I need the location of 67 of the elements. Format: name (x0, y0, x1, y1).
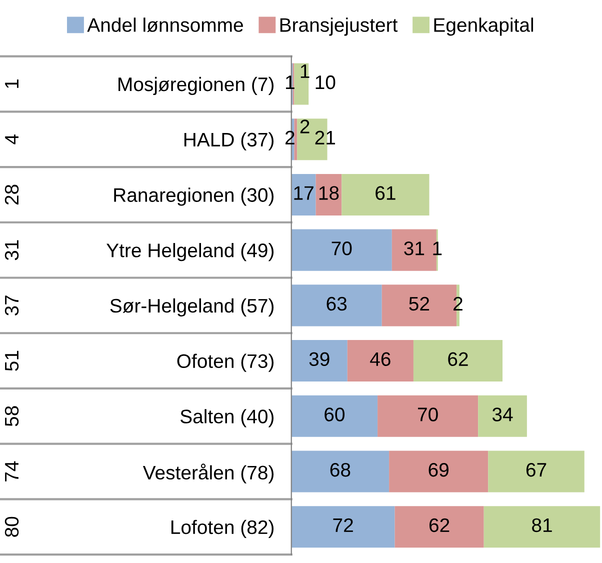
data-label: 69 (428, 462, 448, 477)
data-label: 81 (532, 518, 552, 532)
bar (294, 118, 298, 160)
bar (291, 340, 348, 382)
data-label: 18 (319, 186, 339, 200)
bar (291, 450, 390, 492)
text: 1 (5, 80, 18, 88)
data-label: 1 (433, 242, 442, 256)
data-label: 67 (526, 462, 546, 477)
data-label: 10 (316, 75, 336, 90)
data-label: 70 (418, 408, 438, 422)
bar (291, 284, 382, 326)
data-label: 2 (300, 120, 310, 134)
data-label: 1 (286, 76, 294, 90)
data-label: 17 (294, 186, 314, 200)
data-label: 68 (330, 462, 350, 477)
data-label: 62 (429, 518, 450, 532)
bar (347, 340, 414, 382)
data-label: 63 (326, 296, 347, 311)
data-label: 52 (409, 296, 430, 311)
y-tick-label: Lofoten (82) (171, 520, 274, 538)
legend-label: Egenkapital (434, 18, 534, 36)
data-label: 2 (285, 130, 294, 144)
bar (316, 174, 342, 216)
legend-label: Bransjejustert (280, 18, 398, 36)
y-tick-label: Ofoten (73) (177, 354, 274, 372)
bar (484, 506, 600, 548)
text: 4 (5, 134, 18, 144)
data-label: 1 (300, 64, 310, 78)
bar (291, 506, 395, 548)
text: 37 (4, 296, 19, 316)
bar (294, 63, 309, 105)
data-label: 21 (315, 130, 336, 144)
y-tick-label: Ytre Helgeland (49) (106, 243, 274, 262)
bar (413, 340, 503, 382)
text: 74 (5, 461, 18, 482)
bar (394, 506, 484, 548)
data-label: 62 (448, 352, 468, 366)
data-label: 72 (333, 518, 353, 532)
data-label: 70 (332, 242, 352, 256)
data-label: 34 (492, 408, 513, 422)
legend-label: Andel lønnsomme (87, 18, 243, 32)
bar (291, 229, 392, 271)
bar (291, 395, 378, 437)
bar (488, 450, 584, 492)
y-tick-label: Vesterålen (78) (142, 464, 274, 484)
data-label: 39 (309, 352, 330, 366)
bar (342, 174, 430, 216)
y-tick-label: Mosjøregionen (7) (118, 76, 274, 96)
data-label: 60 (324, 408, 345, 422)
text: 28 (4, 184, 19, 205)
data-label: 31 (404, 242, 424, 256)
bar (291, 174, 316, 216)
y-tick-label: Sør-Helgeland (57) (110, 298, 274, 317)
bar (389, 450, 488, 492)
data-label: 46 (370, 352, 390, 366)
text: 58 (4, 406, 19, 426)
text: 31 (4, 240, 19, 260)
data-label: 2 (454, 296, 462, 310)
y-tick-label: Ranaregionen (30) (114, 188, 274, 206)
y-tick-label: Salten (40) (180, 409, 274, 428)
data-label: 61 (376, 186, 396, 200)
bar (478, 395, 527, 437)
bar (378, 395, 478, 437)
text: 80 (4, 516, 19, 537)
text: 51 (5, 350, 19, 371)
y-tick-label: HALD (37) (184, 132, 274, 150)
